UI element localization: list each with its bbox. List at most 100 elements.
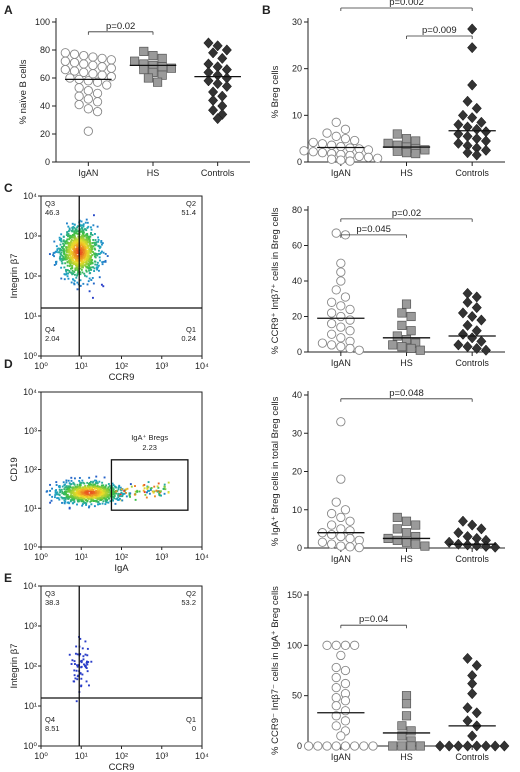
event-dot: [94, 263, 97, 266]
data-point-igan: [336, 141, 346, 152]
event-dot: [86, 663, 89, 666]
event-dot: [93, 493, 96, 496]
x-tick-label: 10⁰: [34, 751, 48, 761]
data-point-igan: [336, 342, 346, 352]
data-point-igan: [106, 55, 116, 65]
data-point-igan: [83, 104, 93, 114]
event-dot: [134, 498, 137, 501]
event-dot: [87, 253, 90, 256]
dot-plot-b: 0 10 20 30 IgAN HS Controls % Breg cells p=0.002…: [270, 0, 505, 178]
event-dot: [79, 486, 82, 489]
data-point-igan: [60, 64, 70, 75]
event-dot: [67, 277, 70, 280]
panel-letter-b: B: [262, 3, 271, 17]
event-dot: [97, 488, 100, 491]
event-dot: [101, 495, 104, 498]
event-dot: [87, 661, 90, 663]
y-tick-label: 0: [297, 157, 302, 167]
event-dot: [68, 238, 70, 241]
data-point-igan: [60, 48, 70, 58]
data-point-igan: [372, 153, 383, 163]
event-dot: [105, 501, 108, 504]
event-dot: [96, 482, 99, 485]
y-tick-label: 150: [287, 590, 302, 600]
event-dot: [58, 488, 61, 491]
event-dot: [74, 250, 77, 253]
event-dot: [100, 240, 103, 242]
data-point-igan: [340, 292, 351, 302]
event-dot: [91, 242, 94, 244]
event-dot: [107, 483, 110, 485]
event-dot: [68, 259, 71, 261]
event-dot: [54, 494, 57, 496]
event-dot: [61, 492, 64, 494]
event-dot: [81, 479, 84, 482]
event-dot: [96, 494, 99, 496]
data-point-controls: [480, 740, 492, 752]
event-dot: [65, 488, 68, 491]
data-point-controls: [453, 119, 464, 131]
event-dot: [91, 261, 94, 264]
event-dot: [107, 501, 110, 504]
data-point-controls: [471, 707, 482, 719]
event-dot: [93, 267, 96, 270]
event-dot: [111, 482, 114, 485]
event-dot: [69, 494, 72, 497]
event-dot: [148, 492, 151, 495]
event-dot: [93, 241, 96, 244]
event-dot: [81, 271, 84, 274]
event-dot: [65, 481, 68, 484]
event-dot: [75, 228, 78, 231]
event-dot: [77, 486, 80, 489]
event-dot: [167, 481, 170, 484]
data-point-hs: [392, 146, 402, 156]
event-dot: [86, 221, 89, 224]
data-point-hs: [392, 512, 402, 522]
event-dot: [54, 250, 57, 253]
data-point-controls: [462, 319, 473, 331]
event-dot: [97, 497, 100, 500]
data-point-igan: [83, 76, 93, 86]
event-dot: [109, 492, 112, 495]
event-dot: [62, 497, 65, 500]
event-dot: [62, 493, 65, 496]
event-dot: [130, 485, 133, 488]
event-dot: [82, 240, 85, 243]
data-point-igan: [345, 315, 355, 325]
data-point-hs: [401, 335, 412, 345]
data-point-igan: [313, 741, 323, 751]
event-dot: [66, 501, 69, 504]
event-dot: [100, 493, 103, 496]
panel-letter-c: C: [4, 181, 13, 195]
data-point-igan: [336, 322, 346, 332]
event-dot: [78, 489, 81, 492]
event-dot: [91, 499, 93, 502]
event-dot: [71, 488, 74, 491]
event-dot: [60, 266, 63, 269]
event-dot: [104, 489, 107, 492]
data-point-igan: [317, 139, 328, 149]
y-tick-label: 50: [292, 691, 302, 701]
event-dot: [88, 481, 91, 484]
event-dot: [63, 240, 66, 243]
event-dot: [74, 237, 77, 240]
event-dot: [107, 497, 110, 500]
event-dot: [100, 241, 103, 244]
y-tick-label: 10³: [24, 621, 37, 631]
event-dot: [152, 491, 155, 494]
event-dot: [51, 487, 53, 490]
event-dot: [58, 494, 61, 497]
event-dot: [76, 245, 79, 248]
x-tick-label: 10⁴: [195, 361, 209, 371]
event-dot: [55, 484, 58, 486]
event-dot: [71, 659, 74, 662]
event-dot: [83, 496, 86, 499]
data-point-igan: [340, 665, 351, 676]
event-dot: [97, 253, 100, 255]
event-dot: [72, 245, 75, 248]
event-dot: [93, 505, 96, 508]
event-dot: [91, 248, 94, 251]
event-dot: [99, 491, 102, 494]
event-dot: [79, 225, 82, 227]
event-dot: [73, 239, 76, 242]
